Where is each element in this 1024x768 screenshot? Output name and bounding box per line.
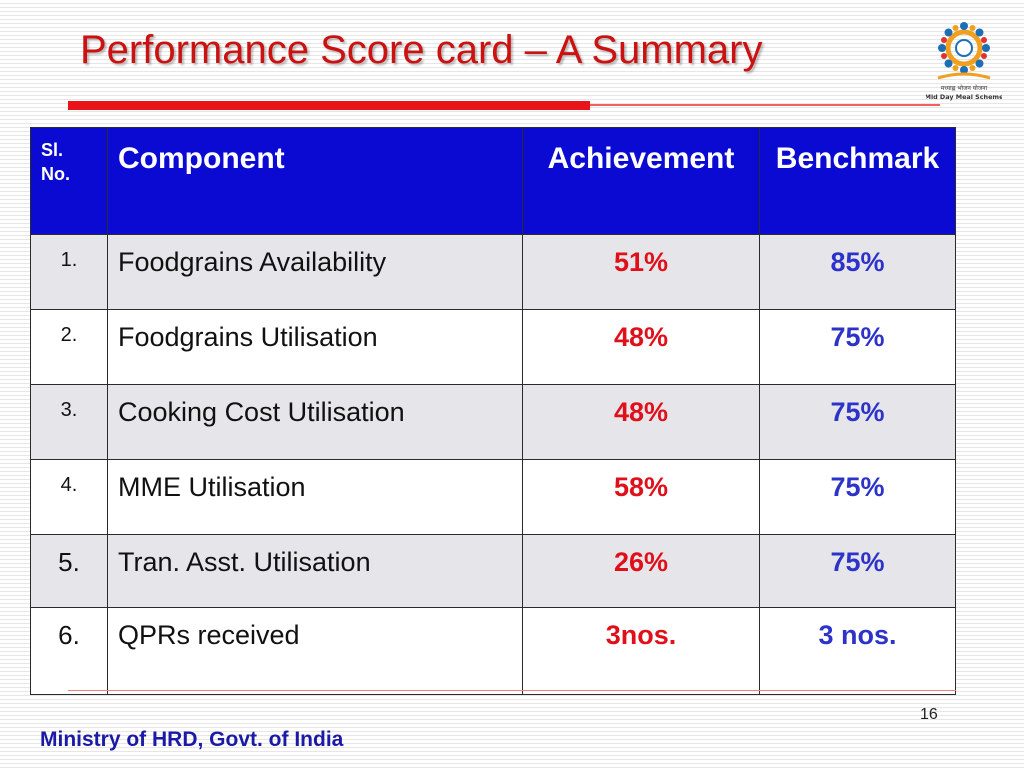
- header-benchmark: Benchmark: [759, 127, 956, 235]
- row-component: Tran. Asst. Utilisation: [107, 534, 523, 608]
- mid-day-meal-logo: मध्याह्न भोजन योजना Mid Day Meal Scheme: [926, 22, 1002, 101]
- row-sl-no: 5.: [30, 534, 108, 608]
- row-component: MME Utilisation: [107, 459, 523, 535]
- table-row: 2. Foodgrains Utilisation 48% 75%: [30, 309, 956, 385]
- row-benchmark: 75%: [759, 534, 956, 608]
- logo-ring-icon: [938, 22, 990, 74]
- row-benchmark: 75%: [759, 384, 956, 460]
- title-underline: [68, 101, 590, 110]
- row-component: Cooking Cost Utilisation: [107, 384, 523, 460]
- row-achievement: 58%: [522, 459, 760, 535]
- header-sl-line1: Sl.: [41, 140, 64, 160]
- table-row: 6. QPRs received 3nos. 3 nos.: [30, 607, 956, 695]
- footer-ministry: Ministry of HRD, Govt. of India: [40, 728, 344, 751]
- row-sl-no: 2.: [30, 309, 108, 385]
- table-row: 3. Cooking Cost Utilisation 48% 75%: [30, 384, 956, 460]
- table-row: 4. MME Utilisation 58% 75%: [30, 459, 956, 535]
- row-achievement: 48%: [522, 309, 760, 385]
- title-underline-thin: [590, 104, 940, 106]
- row-benchmark: 75%: [759, 459, 956, 535]
- header-component: Component: [107, 127, 523, 235]
- logo-text-english: Mid Day Meal Scheme: [926, 93, 1002, 101]
- row-component: Foodgrains Availability: [107, 234, 523, 310]
- logo-book-icon: [937, 72, 991, 80]
- table-row: 5. Tran. Asst. Utilisation 26% 75%: [30, 534, 956, 608]
- logo-text-hindi: मध्याह्न भोजन योजना: [941, 84, 988, 92]
- row-component: QPRs received: [107, 607, 523, 695]
- row-achievement: 26%: [522, 534, 760, 608]
- footer-divider: [68, 690, 956, 691]
- row-benchmark: 75%: [759, 309, 956, 385]
- page-number: 16: [920, 706, 938, 723]
- slide-title: Performance Score card – A Summary: [80, 28, 763, 72]
- row-component: Foodgrains Utilisation: [107, 309, 523, 385]
- row-sl-no: 1.: [30, 234, 108, 310]
- header-sl-no: Sl. No.: [30, 127, 108, 235]
- performance-table: Sl. No. Component Achievement Benchmark …: [30, 127, 956, 695]
- row-achievement: 51%: [522, 234, 760, 310]
- row-achievement: 48%: [522, 384, 760, 460]
- row-sl-no: 4.: [30, 459, 108, 535]
- row-achievement: 3nos.: [522, 607, 760, 695]
- row-sl-no: 6.: [30, 607, 108, 695]
- row-benchmark: 3 nos.: [759, 607, 956, 695]
- row-benchmark: 85%: [759, 234, 956, 310]
- row-sl-no: 3.: [30, 384, 108, 460]
- table-header-row: Sl. No. Component Achievement Benchmark: [30, 127, 956, 235]
- header-achievement: Achievement: [522, 127, 760, 235]
- table-row: 1. Foodgrains Availability 51% 85%: [30, 234, 956, 310]
- header-sl-line2: No.: [41, 164, 70, 184]
